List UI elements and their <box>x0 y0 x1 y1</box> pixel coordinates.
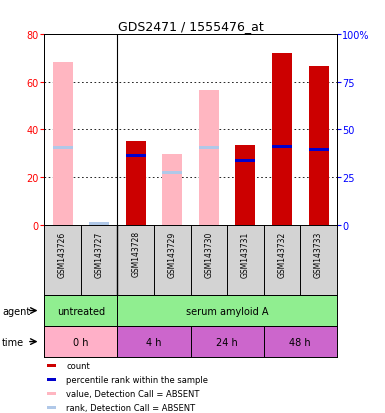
Text: GSM143729: GSM143729 <box>168 231 177 277</box>
Text: value, Detection Call = ABSENT: value, Detection Call = ABSENT <box>66 389 199 398</box>
Bar <box>47 392 57 395</box>
Text: agent: agent <box>2 306 30 316</box>
Bar <box>235 159 256 162</box>
Bar <box>52 62 73 225</box>
Text: GSM143733: GSM143733 <box>314 231 323 277</box>
Text: time: time <box>2 337 24 347</box>
Text: 24 h: 24 h <box>216 337 238 347</box>
Bar <box>47 378 57 381</box>
Title: GDS2471 / 1555476_at: GDS2471 / 1555476_at <box>118 19 263 33</box>
Bar <box>126 142 146 225</box>
Bar <box>117 295 337 326</box>
Bar <box>199 147 219 150</box>
Bar <box>199 91 219 225</box>
Bar <box>272 54 292 225</box>
Text: 4 h: 4 h <box>146 337 162 347</box>
Text: GSM143726: GSM143726 <box>58 231 67 277</box>
Text: GSM143730: GSM143730 <box>204 231 213 277</box>
Text: percentile rank within the sample: percentile rank within the sample <box>66 375 208 384</box>
Text: GSM143728: GSM143728 <box>131 231 140 277</box>
Bar <box>272 145 292 148</box>
Text: serum amyloid A: serum amyloid A <box>186 306 268 316</box>
Text: 0 h: 0 h <box>73 337 89 347</box>
Bar <box>162 171 182 174</box>
Text: count: count <box>66 361 90 370</box>
Bar <box>308 67 329 225</box>
Bar <box>126 155 146 158</box>
Text: untreated: untreated <box>57 306 105 316</box>
Bar <box>264 326 337 357</box>
Bar <box>308 149 329 152</box>
Bar <box>44 326 117 357</box>
Bar <box>52 147 73 150</box>
Text: GSM143727: GSM143727 <box>95 231 104 277</box>
Bar <box>47 364 57 367</box>
Bar <box>235 145 256 225</box>
Bar <box>89 223 109 225</box>
Bar <box>162 155 182 225</box>
Bar <box>47 406 57 409</box>
Bar <box>117 326 191 357</box>
Bar <box>191 326 264 357</box>
Text: rank, Detection Call = ABSENT: rank, Detection Call = ABSENT <box>66 403 195 412</box>
Text: 48 h: 48 h <box>290 337 311 347</box>
Text: GSM143732: GSM143732 <box>278 231 286 277</box>
Text: GSM143731: GSM143731 <box>241 231 250 277</box>
Bar <box>44 295 117 326</box>
